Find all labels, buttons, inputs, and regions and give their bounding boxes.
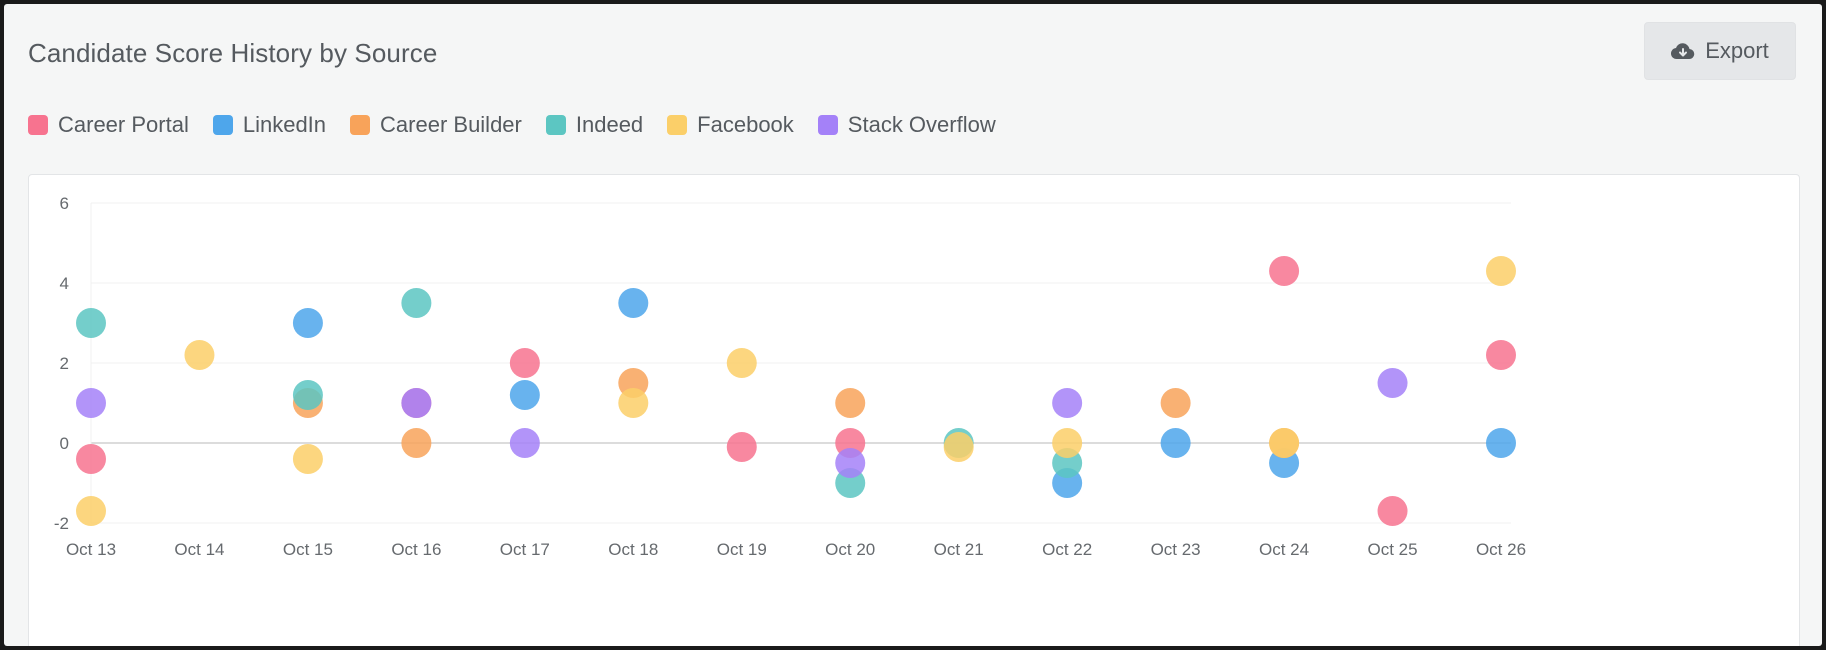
data-point	[1052, 428, 1083, 458]
data-point	[1160, 428, 1191, 458]
data-point	[401, 288, 432, 318]
x-tick-label: Oct 13	[66, 540, 116, 559]
data-point	[292, 444, 323, 474]
data-point	[509, 380, 540, 410]
legend-item[interactable]: Career Portal	[28, 112, 189, 138]
legend-label: Stack Overflow	[847, 112, 996, 137]
legend-item[interactable]: Facebook	[667, 112, 794, 138]
legend-item[interactable]: Indeed	[545, 112, 644, 138]
legend-item[interactable]: LinkedIn	[212, 112, 327, 138]
x-tick-label: Oct 24	[1259, 540, 1309, 559]
data-point	[401, 388, 432, 418]
data-point	[1486, 428, 1516, 458]
x-tick-label: Oct 23	[1151, 540, 1201, 559]
data-point	[292, 380, 323, 410]
y-tick-label: 6	[60, 194, 69, 213]
legend-swatch	[667, 115, 688, 135]
data-point	[1269, 256, 1300, 286]
export-label: Export	[1705, 38, 1769, 63]
data-point	[1160, 388, 1191, 418]
x-tick-label: Oct 14	[174, 540, 224, 559]
data-point	[618, 388, 649, 418]
x-tick-label: Oct 22	[1042, 540, 1092, 559]
data-point	[618, 288, 649, 318]
data-point	[1486, 256, 1516, 286]
data-point	[509, 428, 540, 458]
data-point	[1486, 340, 1516, 370]
scatter-chart: -2 0 2 4 6 Oct 13 Oct 14 Oct 15 Oct 16 Oct 17 Oct …	[54, 194, 1526, 559]
x-tick-label: Oct 20	[825, 540, 875, 559]
data-point	[292, 308, 323, 338]
legend-label: Career Builder	[380, 112, 522, 137]
legend-swatch	[817, 115, 838, 135]
chart-card: -2 0 2 4 6 Oct 13 Oct 14 Oct 15 Oct 16 Oct 17 Oct …	[28, 174, 1800, 646]
x-tick-label: Oct 16	[391, 540, 441, 559]
legend-swatch	[212, 115, 233, 135]
legend-swatch	[545, 115, 566, 135]
chart-legend: Career Portal LinkedIn Career Builder Indee…	[28, 112, 1020, 138]
x-tick-label: Oct 25	[1367, 540, 1417, 559]
legend-label: Facebook	[697, 112, 794, 137]
data-point	[835, 448, 866, 478]
export-button[interactable]: Export	[1644, 22, 1796, 80]
y-tick-label: 4	[60, 274, 69, 293]
data-point	[835, 388, 866, 418]
y-tick-label: 0	[60, 434, 69, 453]
data-point	[76, 444, 106, 474]
legend-swatch	[28, 115, 48, 135]
legend-swatch	[350, 115, 371, 135]
legend-label: Career Portal	[58, 112, 189, 137]
x-tick-label: Oct 15	[283, 540, 333, 559]
y-tick-label: -2	[54, 514, 69, 533]
x-tick-label: Oct 18	[608, 540, 658, 559]
page-title: Candidate Score History by Source	[28, 38, 438, 68]
x-tick-label: Oct 19	[717, 540, 767, 559]
y-tick-label: 2	[60, 354, 69, 373]
data-point	[76, 388, 106, 418]
data-point	[76, 308, 106, 338]
legend-item[interactable]: Stack Overflow	[817, 112, 996, 138]
chart-panel: Candidate Score History by Source Export…	[4, 4, 1822, 646]
x-tick-label: Oct 21	[934, 540, 984, 559]
data-point	[726, 348, 757, 378]
x-tick-label: Oct 17	[500, 540, 550, 559]
data-point	[76, 496, 106, 526]
data-point	[1377, 368, 1408, 398]
data-point	[726, 432, 757, 462]
data-point	[943, 432, 974, 462]
data-point	[509, 348, 540, 378]
cloud-download-icon	[1671, 42, 1695, 60]
legend-label: Indeed	[575, 112, 644, 137]
data-point	[401, 428, 432, 458]
data-point	[1269, 428, 1300, 458]
data-point	[1052, 388, 1083, 418]
data-point	[184, 340, 215, 370]
legend-item[interactable]: Career Builder	[350, 112, 522, 138]
legend-label: LinkedIn	[242, 112, 327, 137]
x-tick-label: Oct 26	[1476, 540, 1526, 559]
data-point	[1377, 496, 1408, 526]
